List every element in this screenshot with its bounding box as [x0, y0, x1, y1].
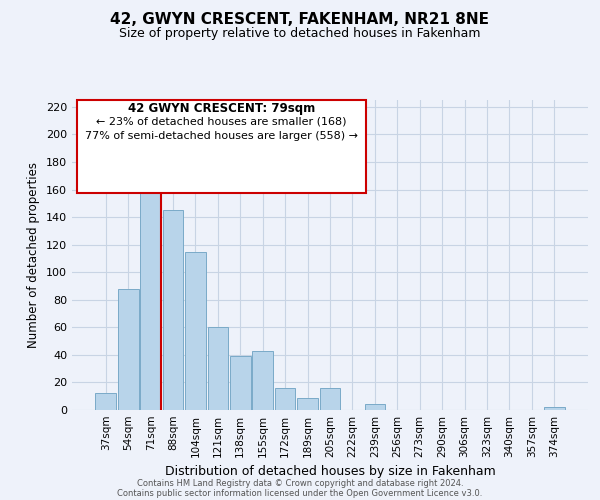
Bar: [544, 407, 565, 410]
Bar: [95, 394, 116, 410]
Text: ← 23% of detached houses are smaller (168): ← 23% of detached houses are smaller (16…: [97, 117, 347, 127]
Text: 42 GWYN CRESCENT: 79sqm: 42 GWYN CRESCENT: 79sqm: [128, 102, 315, 116]
Bar: [118, 289, 139, 410]
Text: Contains public sector information licensed under the Open Government Licence v3: Contains public sector information licen…: [118, 488, 482, 498]
Bar: [297, 398, 318, 410]
Bar: [320, 388, 340, 410]
Bar: [140, 164, 161, 410]
X-axis label: Distribution of detached houses by size in Fakenham: Distribution of detached houses by size …: [164, 466, 496, 478]
Bar: [253, 351, 273, 410]
Bar: [163, 210, 184, 410]
Bar: [230, 356, 251, 410]
Bar: [275, 388, 295, 410]
Text: 77% of semi-detached houses are larger (558) →: 77% of semi-detached houses are larger (…: [85, 131, 358, 141]
Text: Size of property relative to detached houses in Fakenham: Size of property relative to detached ho…: [119, 28, 481, 40]
Y-axis label: Number of detached properties: Number of detached properties: [28, 162, 40, 348]
Bar: [365, 404, 385, 410]
Bar: [208, 328, 228, 410]
Text: Contains HM Land Registry data © Crown copyright and database right 2024.: Contains HM Land Registry data © Crown c…: [137, 478, 463, 488]
Bar: [185, 252, 206, 410]
Text: 42, GWYN CRESCENT, FAKENHAM, NR21 8NE: 42, GWYN CRESCENT, FAKENHAM, NR21 8NE: [110, 12, 490, 28]
